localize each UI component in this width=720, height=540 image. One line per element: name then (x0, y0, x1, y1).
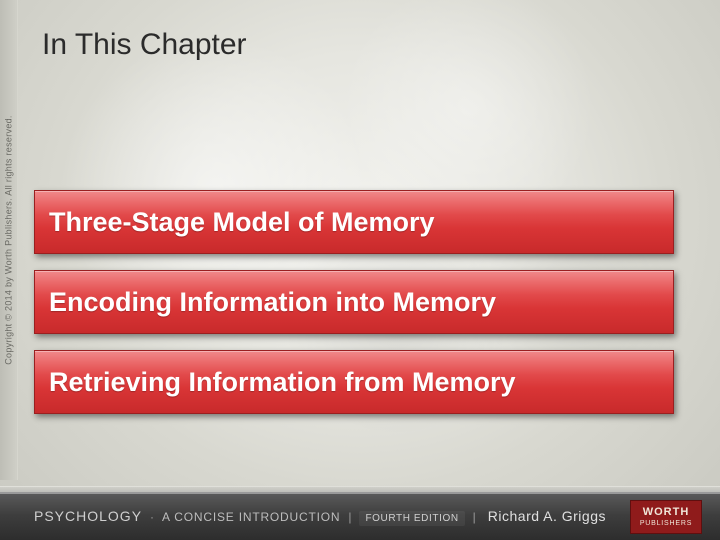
slide: Copyright © 2014 by Worth Publishers. Al… (0, 0, 720, 540)
footer-left: PSYCHOLOGY · A CONCISE INTRODUCTION | FO… (34, 508, 620, 526)
topic-box: Three-Stage Model of Memory (34, 190, 674, 254)
topic-list: Three-Stage Model of Memory Encoding Inf… (34, 190, 674, 430)
book-subtitle: A CONCISE INTRODUCTION (162, 510, 340, 524)
separator-dot: · (150, 510, 154, 524)
copyright-text: Copyright © 2014 by Worth Publishers. Al… (4, 115, 14, 364)
edition-badge: FOURTH EDITION (359, 511, 464, 526)
author-name: Richard A. Griggs (488, 508, 606, 524)
topic-label: Encoding Information into Memory (49, 287, 496, 318)
copyright-strip: Copyright © 2014 by Worth Publishers. Al… (0, 0, 18, 480)
separator-pipe: | (348, 510, 351, 524)
footer-bar: PSYCHOLOGY · A CONCISE INTRODUCTION | FO… (0, 492, 720, 540)
topic-box: Encoding Information into Memory (34, 270, 674, 334)
publisher-sub: PUBLISHERS (640, 520, 692, 527)
topic-box: Retrieving Information from Memory (34, 350, 674, 414)
book-title: PSYCHOLOGY (34, 508, 142, 524)
separator-pipe: | (473, 510, 476, 524)
chapter-heading: In This Chapter (42, 28, 247, 62)
topic-label: Retrieving Information from Memory (49, 367, 516, 398)
publisher-name: WORTH (643, 507, 690, 518)
publisher-logo: WORTH PUBLISHERS (630, 500, 702, 534)
topic-label: Three-Stage Model of Memory (49, 207, 435, 238)
